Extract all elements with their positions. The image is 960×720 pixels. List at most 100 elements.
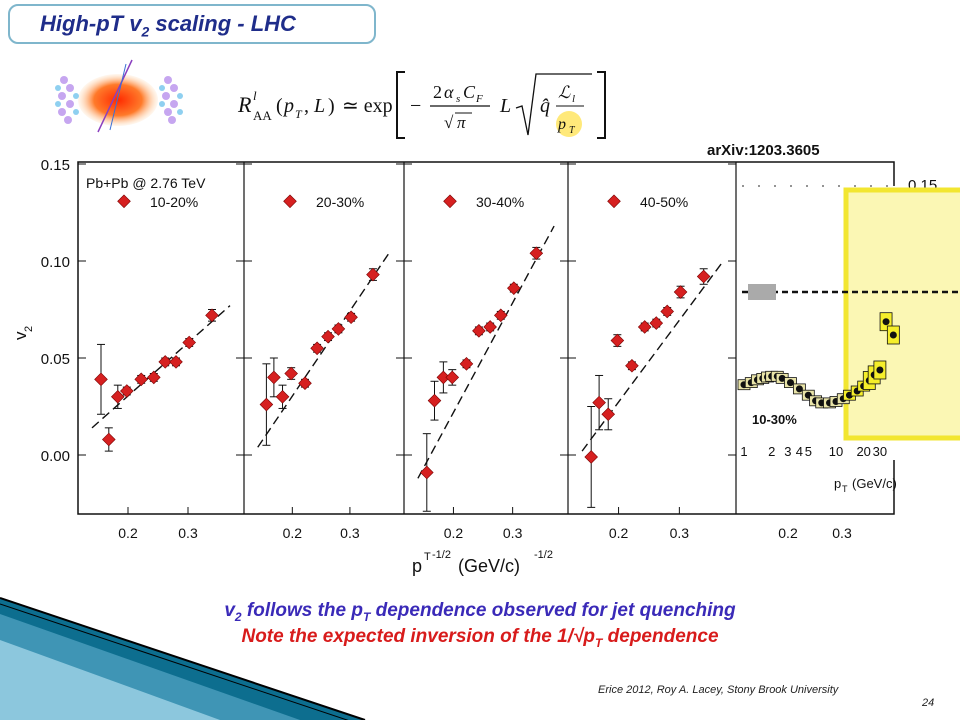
x-axis-label-unit-exp: -1/2 bbox=[534, 549, 553, 561]
x-tick-label: 0.3 bbox=[503, 525, 523, 541]
inset-data-point bbox=[876, 366, 884, 374]
legend-marker bbox=[117, 194, 131, 209]
legend-marker bbox=[607, 194, 621, 209]
data-point bbox=[147, 370, 161, 385]
svg-text:s: s bbox=[456, 93, 460, 105]
inset-highlight-box bbox=[843, 187, 960, 441]
inset-data-point bbox=[778, 374, 786, 382]
data-point bbox=[592, 395, 606, 410]
svg-text:≃ exp: ≃ exp bbox=[342, 95, 393, 117]
data-point bbox=[205, 308, 219, 323]
data-point bbox=[673, 285, 688, 299]
inset-x-tick-label: 1 bbox=[740, 444, 747, 459]
data-point bbox=[637, 320, 652, 334]
svg-text:T: T bbox=[569, 125, 576, 136]
svg-text:α: α bbox=[444, 82, 454, 102]
svg-text:l: l bbox=[253, 88, 257, 103]
fit-line bbox=[581, 262, 723, 452]
inset-x-tick-label: 10 bbox=[829, 444, 843, 459]
caption-line-2: Note the expected inversion of the 1/√pT… bbox=[241, 626, 719, 650]
inset-x-axis-label-sub: T bbox=[842, 484, 848, 494]
footer-credit: Erice 2012, Roy A. Lacey, Stony Brook Un… bbox=[598, 684, 839, 696]
x-axis-label: p bbox=[412, 556, 422, 576]
legend-marker bbox=[283, 194, 297, 209]
inset-series-label: 10-30% bbox=[752, 412, 797, 427]
data-point bbox=[420, 465, 434, 480]
inset-x-tick-label: 20 bbox=[856, 444, 870, 459]
fit-line bbox=[257, 250, 391, 448]
page-number: 24 bbox=[922, 697, 935, 709]
arxiv-reference: arXiv:1203.3605 bbox=[707, 142, 820, 159]
svg-text:p: p bbox=[557, 116, 566, 133]
inset-x-tick-label: 30 bbox=[873, 444, 887, 459]
x-tick-label: 0.2 bbox=[283, 525, 303, 541]
svg-text:√: √ bbox=[444, 113, 454, 132]
x-tick-label: 0.3 bbox=[178, 525, 198, 541]
svg-text:R: R bbox=[237, 92, 252, 117]
x-axis-label-exp: -1/2 bbox=[432, 549, 451, 561]
legend-label: 20-30% bbox=[316, 194, 364, 210]
data-point bbox=[169, 355, 183, 369]
svg-text:2: 2 bbox=[433, 82, 442, 102]
svg-text:l: l bbox=[572, 93, 575, 105]
data-point bbox=[436, 370, 451, 385]
y-tick-label: 0.00 bbox=[41, 448, 70, 465]
svg-text:L: L bbox=[499, 95, 511, 117]
fit-line bbox=[91, 305, 231, 429]
inset-x-tick-label: 3 bbox=[784, 444, 791, 459]
data-point bbox=[483, 320, 497, 334]
inset-data-point bbox=[786, 379, 794, 387]
y-tick-label: 0.05 bbox=[41, 351, 70, 368]
data-point bbox=[284, 366, 298, 381]
inset-x-tick-label: 2 bbox=[768, 444, 775, 459]
data-point bbox=[427, 393, 442, 408]
inset-x-tick-label: 5 bbox=[805, 444, 812, 459]
x-tick-label: 0.3 bbox=[670, 525, 690, 541]
system-label: Pb+Pb @ 2.76 TeV bbox=[86, 175, 206, 191]
data-point bbox=[610, 333, 625, 348]
data-point bbox=[529, 246, 544, 261]
inset-x-axis-label: p bbox=[834, 476, 841, 491]
data-point bbox=[507, 281, 521, 295]
caption-line-1: v2 follows the pT dependence observed fo… bbox=[224, 600, 736, 624]
data-point bbox=[111, 390, 125, 404]
legend-marker bbox=[443, 194, 457, 209]
legend-label: 40-50% bbox=[640, 194, 688, 210]
svg-text:ℒ: ℒ bbox=[558, 83, 571, 102]
data-point bbox=[275, 390, 290, 404]
svg-text:q̂: q̂ bbox=[540, 95, 550, 117]
data-point bbox=[120, 384, 134, 398]
inset-data-point bbox=[795, 385, 803, 393]
data-point bbox=[298, 376, 312, 391]
legend-label: 10-20% bbox=[150, 194, 198, 210]
data-point bbox=[366, 267, 380, 282]
svg-text:,: , bbox=[304, 95, 309, 117]
inset-x-tick-label: 4 bbox=[796, 444, 803, 459]
x-tick-label: 0.2 bbox=[778, 525, 798, 541]
data-point bbox=[259, 397, 274, 412]
data-point bbox=[601, 407, 616, 422]
x-axis-label-sup: T bbox=[424, 551, 431, 563]
x-tick-label: 0.2 bbox=[609, 525, 629, 541]
x-tick-label: 0.3 bbox=[340, 525, 360, 541]
svg-text:): ) bbox=[328, 95, 335, 117]
svg-text:−: − bbox=[410, 95, 421, 117]
svg-text:L: L bbox=[313, 95, 325, 117]
data-point bbox=[102, 432, 116, 447]
data-point bbox=[331, 322, 346, 336]
svg-text:AA: AA bbox=[253, 108, 272, 123]
data-point bbox=[182, 335, 196, 350]
data-point bbox=[696, 269, 711, 284]
inset-reference-band bbox=[748, 284, 776, 300]
data-point bbox=[649, 316, 664, 330]
y-tick-label: 0.10 bbox=[41, 254, 70, 271]
inset-x-axis-label-unit: (GeV/c) bbox=[852, 476, 897, 491]
data-point bbox=[459, 357, 474, 371]
svg-text:(: ( bbox=[276, 95, 283, 117]
inset-data-point bbox=[889, 331, 897, 339]
x-tick-label: 0.2 bbox=[118, 525, 138, 541]
